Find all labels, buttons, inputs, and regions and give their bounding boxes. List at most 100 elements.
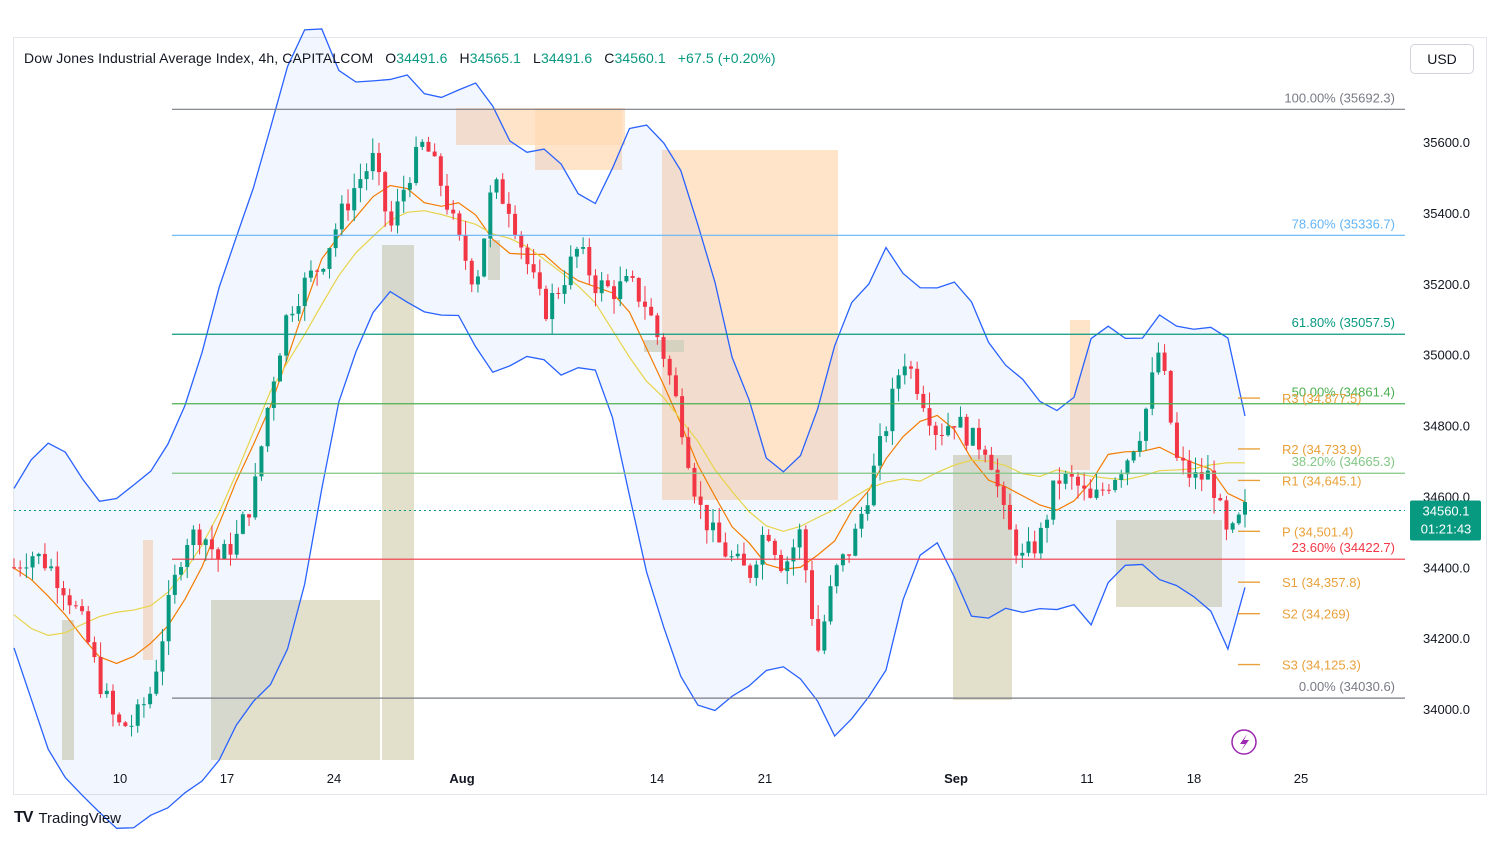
candle-body: [500, 179, 505, 204]
candle-body: [123, 722, 128, 727]
candle-body: [581, 247, 586, 249]
candle-body: [958, 416, 963, 428]
symbol-title[interactable]: Dow Jones Industrial Average Index, 4h, …: [24, 50, 374, 66]
candle-body: [55, 566, 60, 589]
candle-body: [346, 203, 351, 211]
candle-body: [933, 425, 938, 435]
pivot-level-label: R3 (34,877.5): [1282, 391, 1362, 406]
candle-body: [333, 229, 338, 249]
candle-body: [766, 534, 771, 541]
candle-body: [915, 368, 920, 394]
candle-body: [946, 426, 951, 436]
fib-level-label: 50.00% (34861.4): [1292, 385, 1395, 400]
candle-body: [104, 690, 109, 695]
x-axis-tick-label: Sep: [944, 771, 968, 786]
candle-body: [197, 529, 202, 546]
candle-body: [599, 280, 604, 294]
candle-body: [1032, 541, 1037, 554]
candle-body: [636, 277, 641, 302]
candle-body: [1187, 460, 1192, 478]
candle-body: [1088, 488, 1093, 498]
candle-body: [1051, 480, 1056, 520]
high-value: 34565.1: [469, 50, 522, 66]
candle-body: [1057, 480, 1062, 484]
candle-body: [1082, 485, 1087, 489]
candle-body: [519, 234, 524, 248]
open-label: O: [385, 50, 397, 66]
bollinger-lower-line: [13, 290, 1246, 829]
candle-body: [1045, 519, 1050, 528]
candle-body: [296, 306, 301, 314]
candle-body: [1236, 514, 1241, 524]
candle-body: [1193, 472, 1198, 478]
candle-body: [624, 276, 629, 282]
pivot-level-label: S3 (34,125.3): [1282, 658, 1361, 673]
candle-body: [834, 565, 839, 587]
candle-body: [785, 561, 790, 572]
x-axis-tick-label: 14: [650, 771, 664, 786]
candle-body: [531, 264, 536, 273]
currency-selector[interactable]: USD: [1410, 44, 1474, 74]
candle-body: [358, 179, 363, 189]
fib-level-label: 38.20% (34665.3): [1292, 454, 1395, 469]
close-value: 34560.1: [614, 50, 666, 66]
candle-body: [574, 248, 579, 257]
candle-body: [847, 554, 852, 556]
candle-body: [1007, 504, 1012, 530]
pivot-level-label: S2 (34,269): [1282, 607, 1350, 622]
candle-body: [135, 704, 140, 726]
low-value: 34491.6: [540, 50, 593, 66]
supply-zone: [535, 108, 622, 170]
candle-body: [420, 141, 425, 147]
candle-body: [779, 554, 784, 572]
candle-body: [1038, 527, 1043, 554]
candle-body: [49, 566, 54, 569]
candle-body: [612, 286, 617, 300]
candle-body: [191, 529, 196, 546]
candle-body: [18, 567, 23, 569]
pivot-level-label: S1 (34,357.8): [1282, 575, 1361, 590]
candle-body: [315, 270, 320, 272]
candle-body: [1131, 451, 1136, 461]
candle-body: [172, 574, 177, 595]
candle-body: [865, 505, 870, 514]
candle-body: [977, 427, 982, 450]
supply-zone: [143, 540, 153, 660]
candle-body: [816, 619, 821, 651]
candle-body: [735, 553, 740, 557]
candle-body: [352, 188, 357, 211]
candle-body: [160, 641, 165, 672]
lightning-icon[interactable]: [1231, 729, 1257, 755]
y-axis-tick-label: 34400.0: [1423, 560, 1470, 575]
candle-body: [383, 172, 388, 212]
candle-body: [141, 704, 146, 706]
candle-body: [1137, 440, 1142, 452]
tradingview-brand[interactable]: TV TradingView: [14, 809, 121, 827]
candle-body: [506, 203, 511, 214]
tradingview-logo-icon: TV: [14, 809, 33, 826]
candle-body: [36, 553, 41, 557]
candle-body: [1113, 480, 1118, 491]
candle-body: [884, 431, 889, 437]
candle-body: [1063, 473, 1068, 484]
candle-body: [772, 540, 777, 555]
demand-zone: [382, 245, 414, 760]
candle-body: [983, 449, 988, 455]
candle-body: [698, 496, 703, 505]
candle-body: [809, 570, 814, 620]
y-axis-tick-label: 35400.0: [1423, 206, 1470, 221]
candle-body: [927, 408, 932, 426]
candle-body: [376, 152, 381, 173]
demand-zone: [62, 620, 74, 760]
candle-body: [1125, 460, 1130, 475]
candle-body: [290, 313, 295, 316]
candle-body: [1014, 529, 1019, 556]
candle-body: [203, 539, 208, 546]
candle-body: [259, 446, 264, 477]
candle-body: [748, 565, 753, 578]
candle-body: [878, 436, 883, 466]
candle-body: [482, 238, 487, 277]
x-axis-tick-label: 10: [113, 771, 127, 786]
candle-body: [327, 248, 332, 269]
